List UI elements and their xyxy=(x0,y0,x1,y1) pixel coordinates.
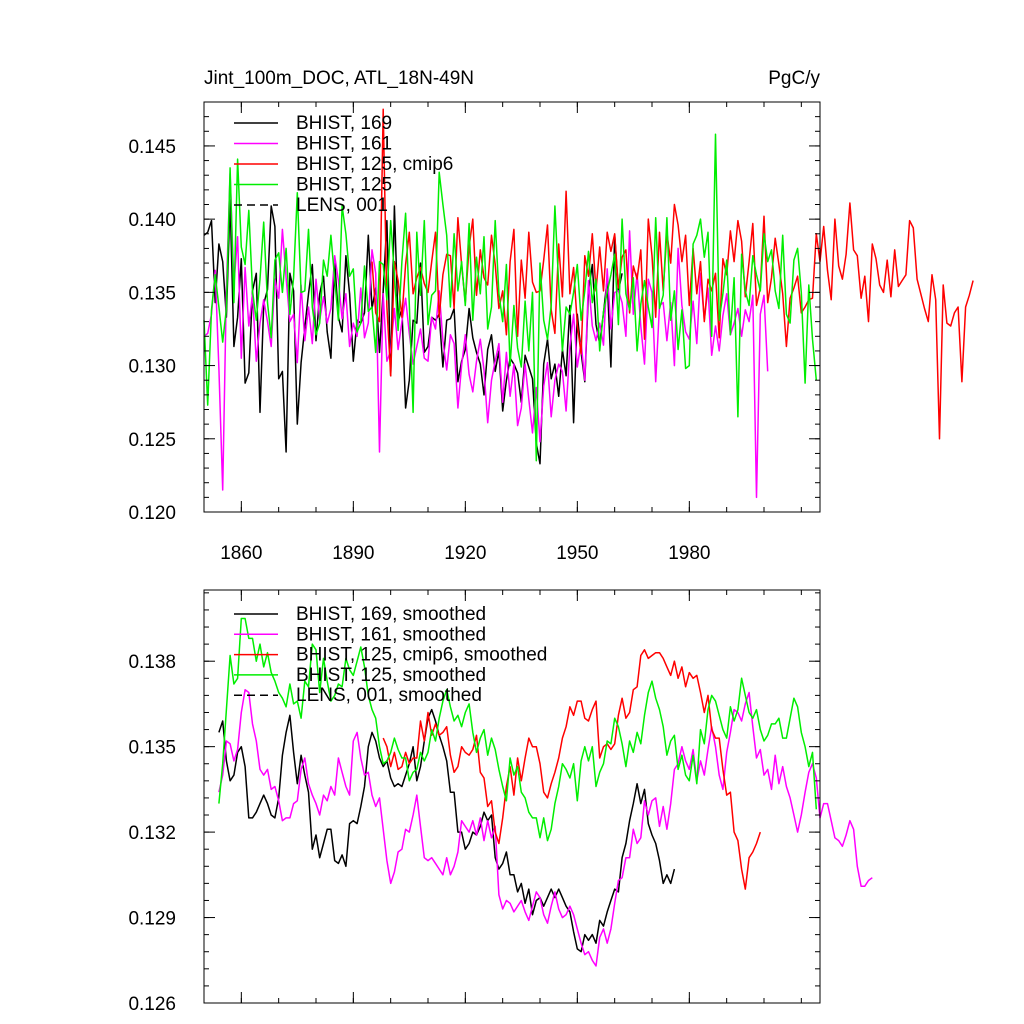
y-tick-label: 0.135 xyxy=(128,283,176,304)
series-line-1-3 xyxy=(371,108,974,440)
y-tick-label: 0.129 xyxy=(128,909,176,930)
series-line-1-2 xyxy=(203,172,769,499)
series-line-2-4 xyxy=(218,617,818,842)
y-tick-label: 0.132 xyxy=(128,823,176,844)
x-tick-label: 1920 xyxy=(444,543,486,564)
legend-label: BHIST, 125, cmip6 xyxy=(296,154,453,175)
legend-label: BHIST, 125 xyxy=(296,175,392,196)
legend-label: BHIST, 125, smoothed xyxy=(296,665,486,686)
series-line-1-1 xyxy=(203,199,623,465)
y-tick-label: 0.126 xyxy=(128,994,176,1015)
series-line-2-2 xyxy=(218,688,873,967)
legend-label: BHIST, 169 xyxy=(296,113,392,134)
x-tick-label: 1890 xyxy=(332,543,374,564)
figure-title: Jint_100m_DOC, ATL_18N-49N xyxy=(204,68,474,89)
legend-label: BHIST, 161, smoothed xyxy=(296,624,486,645)
series-line-2-3 xyxy=(382,649,762,890)
legend-label: LENS, 001, smoothed xyxy=(296,685,482,706)
legend-label: LENS, 001 xyxy=(296,195,388,216)
x-tick-label: 1860 xyxy=(220,543,262,564)
plot-frame-2 xyxy=(203,589,821,1004)
series-line-2-1 xyxy=(218,708,676,953)
y-tick-label: 0.130 xyxy=(128,357,176,378)
legend-label: BHIST, 169, smoothed xyxy=(296,604,486,625)
y-tick-label: 0.138 xyxy=(128,652,176,673)
units-label: PgC/y xyxy=(768,68,820,89)
series-line-1-4 xyxy=(203,133,818,462)
y-tick-label: 0.120 xyxy=(128,503,176,524)
legend-label: BHIST, 161 xyxy=(296,134,392,155)
x-tick-label: 1980 xyxy=(668,543,710,564)
y-tick-label: 0.145 xyxy=(128,137,176,158)
y-tick-label: 0.140 xyxy=(128,210,176,231)
chart-panel-1: 1860 1890 1920 1950 1980 0.120 0.125 0.130 0.135… xyxy=(128,101,974,564)
x-tick-label: 1950 xyxy=(556,543,598,564)
legend-label: BHIST, 125, cmip6, smoothed xyxy=(296,645,547,666)
chart-panel-2: 0.126 0.129 0.132 0.135 0.138 BHIST, 169, smo… xyxy=(128,589,873,1015)
y-tick-label: 0.135 xyxy=(128,738,176,759)
y-tick-label: 0.125 xyxy=(128,430,176,451)
